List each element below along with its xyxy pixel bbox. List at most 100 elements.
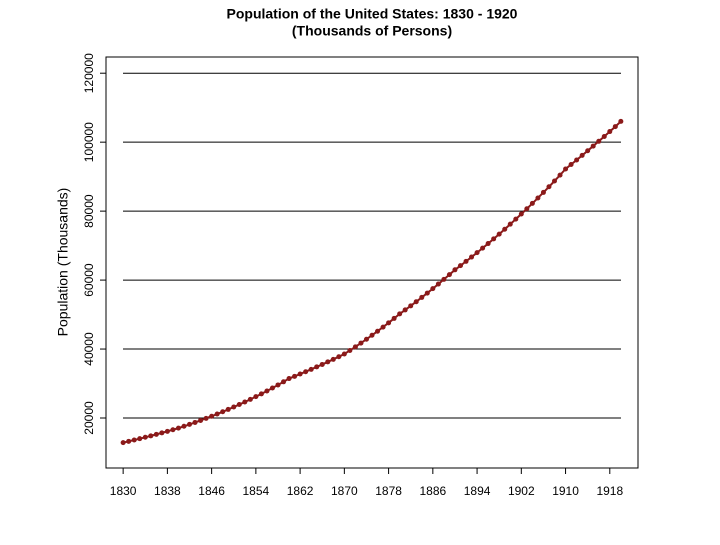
- x-tick-label: 1846: [198, 484, 225, 498]
- data-point: [618, 118, 624, 124]
- data-point: [524, 206, 530, 212]
- data-point: [413, 299, 419, 305]
- data-point: [192, 419, 198, 425]
- x-tick-label: 1894: [464, 484, 491, 498]
- data-point: [590, 143, 596, 149]
- data-point: [148, 433, 154, 439]
- data-point: [469, 254, 475, 260]
- data-point: [496, 231, 502, 237]
- data-point: [463, 258, 469, 264]
- data-point: [341, 351, 347, 357]
- data-point: [563, 166, 569, 172]
- data-point: [231, 404, 237, 410]
- y-tick-label: 60000: [82, 263, 96, 297]
- data-point: [286, 376, 292, 382]
- x-tick-label: 1910: [552, 484, 579, 498]
- data-point: [457, 263, 463, 269]
- data-point: [319, 361, 325, 367]
- x-tick-label: 1878: [375, 484, 402, 498]
- data-point: [568, 162, 574, 168]
- chart-title: Population of the United States: 1830 - …: [227, 6, 518, 22]
- x-tick-label: 1870: [331, 484, 358, 498]
- data-point: [258, 391, 264, 397]
- data-point: [380, 324, 386, 330]
- data-point: [225, 406, 231, 412]
- x-tick-label: 1862: [287, 484, 314, 498]
- data-point: [546, 184, 552, 190]
- y-tick-label: 80000: [82, 194, 96, 228]
- y-tick-label: 20000: [82, 401, 96, 435]
- data-point: [397, 311, 403, 317]
- x-tick-label: 1886: [419, 484, 446, 498]
- data-point: [386, 320, 392, 326]
- data-point: [430, 286, 436, 292]
- data-point: [452, 267, 458, 273]
- data-point: [181, 423, 187, 429]
- x-tick-label: 1902: [508, 484, 535, 498]
- data-point: [485, 241, 491, 247]
- data-point: [242, 399, 248, 405]
- data-point: [480, 245, 486, 251]
- y-tick-label: 120000: [82, 53, 96, 93]
- x-tick-label: 1830: [110, 484, 137, 498]
- x-tick-label: 1918: [596, 484, 623, 498]
- data-point: [419, 294, 425, 300]
- data-point: [446, 272, 452, 278]
- data-point: [170, 427, 176, 433]
- data-point: [198, 417, 204, 423]
- data-point: [297, 371, 303, 377]
- data-point: [424, 290, 430, 296]
- data-point: [314, 364, 320, 370]
- data-point: [585, 148, 591, 154]
- data-point: [253, 394, 259, 400]
- data-point: [474, 250, 480, 256]
- y-tick-label: 40000: [82, 332, 96, 366]
- data-point: [607, 129, 613, 135]
- plot-frame: [105, 56, 639, 469]
- data-point: [435, 281, 441, 287]
- data-point: [391, 315, 397, 321]
- data-point: [330, 356, 336, 362]
- data-point: [513, 216, 519, 222]
- data-point: [247, 396, 253, 402]
- data-point: [529, 200, 535, 206]
- series-line: [122, 120, 622, 444]
- data-point: [352, 344, 358, 350]
- data-point: [281, 379, 287, 385]
- y-tick-label: 100000: [82, 122, 96, 162]
- data-point: [612, 124, 618, 130]
- data-point: [292, 373, 298, 379]
- data-point: [187, 421, 193, 427]
- data-point: [408, 303, 414, 309]
- data-point: [596, 138, 602, 144]
- x-tick-label: 1854: [243, 484, 270, 498]
- data-point: [126, 438, 132, 444]
- data-point: [264, 388, 270, 394]
- data-point: [325, 359, 331, 365]
- data-point: [120, 440, 126, 446]
- data-point: [535, 195, 541, 201]
- data-point: [540, 189, 546, 195]
- y-axis-label: Population (Thousands): [55, 188, 71, 337]
- data-point: [164, 428, 170, 434]
- data-point: [441, 276, 447, 282]
- data-point: [507, 221, 513, 227]
- data-point: [308, 366, 314, 372]
- data-point: [142, 434, 148, 440]
- data-point: [363, 336, 369, 342]
- data-point: [557, 172, 563, 178]
- data-point: [518, 211, 524, 217]
- data-point: [375, 328, 381, 334]
- chart-subtitle: (Thousands of Persons): [292, 23, 452, 39]
- data-point: [275, 382, 281, 388]
- data-point: [131, 437, 137, 443]
- data-point: [601, 133, 607, 139]
- data-point: [336, 354, 342, 360]
- data-point: [236, 402, 242, 408]
- data-point: [369, 332, 375, 338]
- data-point: [551, 178, 557, 184]
- data-point: [358, 340, 364, 346]
- data-point: [203, 415, 209, 421]
- data-point: [137, 436, 143, 442]
